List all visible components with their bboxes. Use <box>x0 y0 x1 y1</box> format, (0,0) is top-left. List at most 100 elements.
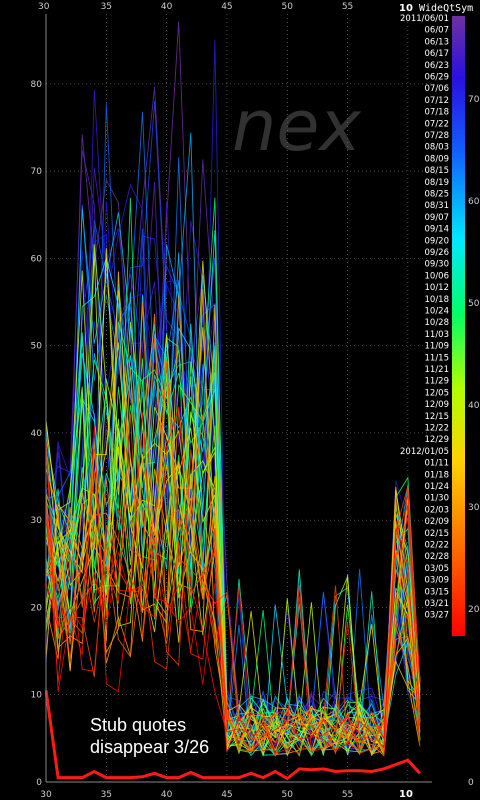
legend-date: 2011/06/01 <box>400 14 449 24</box>
top-left-label: 30 <box>38 2 50 12</box>
legend-date: 09/07 <box>425 213 450 223</box>
top-bold-label: 10 <box>399 3 413 14</box>
x-tick-label-top: 50 <box>282 2 294 12</box>
legend-date: 12/15 <box>425 412 450 422</box>
annotation-line-2: disappear 3/26 <box>90 737 209 757</box>
colorbar-tick-label: 50 <box>468 299 480 309</box>
colorbar-tick-label: 20 <box>468 605 480 615</box>
legend-date: 11/09 <box>425 342 450 352</box>
legend-date: 06/07 <box>425 26 450 36</box>
highlight-series <box>45 690 422 781</box>
legend-date: 07/18 <box>425 108 450 118</box>
colorbar-tick-label: 30 <box>468 503 480 513</box>
x-tick-label: 50 <box>282 790 294 800</box>
symbol-title: WideQtSym <box>419 3 473 14</box>
legend-date: 09/20 <box>425 236 450 246</box>
colorbar-tick-label: 60 <box>468 197 480 207</box>
legend-date: 06/17 <box>425 49 450 59</box>
background-series <box>45 21 421 757</box>
y-tick-label: 20 <box>31 603 43 613</box>
legend-date: 09/30 <box>425 260 450 270</box>
legend-date: 03/05 <box>425 564 450 574</box>
y-tick-label: 30 <box>31 516 43 526</box>
y-tick-label: 60 <box>31 254 43 264</box>
legend-date: 02/15 <box>425 529 450 539</box>
colorbar-tick-label: 40 <box>468 401 480 411</box>
legend-date: 08/09 <box>425 154 450 164</box>
legend-date: 08/03 <box>425 143 450 153</box>
x-tick-label: 40 <box>161 790 173 800</box>
y-tick-label: 10 <box>31 691 43 701</box>
legend-date: 03/21 <box>425 599 450 609</box>
legend-date: 11/03 <box>425 330 450 340</box>
legend-date: 02/09 <box>425 517 450 527</box>
legend-date: 08/19 <box>425 178 450 188</box>
legend-date: 10/24 <box>425 307 450 317</box>
series-line <box>45 295 421 754</box>
legend-date: 06/29 <box>425 73 450 83</box>
legend-date: 11/21 <box>425 365 450 375</box>
legend-date: 01/11 <box>425 459 450 469</box>
legend-date: 10/06 <box>425 271 450 281</box>
series-line <box>45 406 421 752</box>
legend-date: 03/09 <box>425 576 450 586</box>
legend-date: 07/28 <box>425 131 450 141</box>
legend-date: 08/31 <box>425 201 450 211</box>
legend-date: 07/12 <box>425 96 450 106</box>
colorbar-bottom-label: 0 <box>468 778 474 788</box>
series-line <box>45 471 421 751</box>
legend-date: 08/15 <box>425 166 450 176</box>
legend-date: 03/27 <box>425 611 450 621</box>
legend-date: 2012/01/05 <box>400 447 449 457</box>
legend-date: 10/28 <box>425 318 450 328</box>
legend-date: 11/15 <box>425 353 450 363</box>
legend-date: 01/30 <box>425 494 450 504</box>
annotation-line-1: Stub quotes <box>90 715 186 735</box>
legend-date: 09/14 <box>425 225 450 235</box>
x-tick-label-top: 35 <box>101 2 112 12</box>
axes: 0 10 20 30 40 50 60 70 80 30 35 40 45 50 55 35 40 45 50 55 <box>31 2 432 800</box>
y-tick-label: 0 <box>36 778 42 788</box>
legend-date: 01/18 <box>425 470 450 480</box>
legend-date: 06/23 <box>425 61 450 71</box>
legend-date: 08/25 <box>425 190 450 200</box>
y-tick-label: 40 <box>31 429 43 439</box>
legend-date: 10/12 <box>425 283 450 293</box>
series-line <box>45 289 421 755</box>
x-tick-label: 35 <box>101 790 112 800</box>
colorbar-ticks: 20 30 40 50 60 70 <box>468 95 480 615</box>
colorbar <box>452 16 465 636</box>
series-line <box>45 283 421 755</box>
series-line <box>45 412 421 755</box>
colorbar-tick-label: 70 <box>468 95 480 105</box>
legend-date: 06/13 <box>425 37 450 47</box>
legend-date: 12/29 <box>425 435 450 445</box>
legend-date: 07/06 <box>425 84 450 94</box>
legend-date: 07/22 <box>425 119 450 129</box>
legend-date: 11/29 <box>425 377 450 387</box>
legend-date: 01/24 <box>425 482 450 492</box>
legend-date: 02/22 <box>425 541 450 551</box>
x-tick-label-top: 40 <box>161 2 173 12</box>
x-tick-label: 55 <box>342 790 353 800</box>
legend-date: 10/18 <box>425 295 450 305</box>
legend-date: 12/22 <box>425 424 450 434</box>
legend-date: 09/26 <box>425 248 450 258</box>
legend-date: 03/15 <box>425 587 450 597</box>
x-tick-label-top: 55 <box>342 2 353 12</box>
legend-date: 02/03 <box>425 505 450 515</box>
x-tick-label-top: 45 <box>221 2 232 12</box>
series-line <box>45 489 421 757</box>
x-tick-label: 30 <box>40 790 52 800</box>
series-line <box>45 413 421 757</box>
bottom-bold-label: 10 <box>399 789 413 800</box>
watermark-text: nex <box>232 85 361 167</box>
x-tick-label: 45 <box>221 790 232 800</box>
y-tick-label: 50 <box>31 342 43 352</box>
y-tick-label: 70 <box>31 167 43 177</box>
legend-date: 02/28 <box>425 552 450 562</box>
legend-date: 12/05 <box>425 388 450 398</box>
highlight-series-line <box>45 690 422 781</box>
